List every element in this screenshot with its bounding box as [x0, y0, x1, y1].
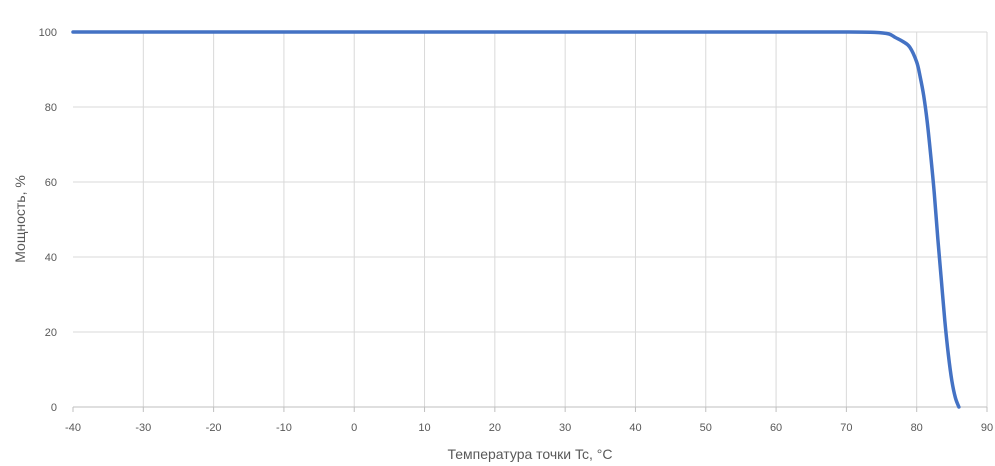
x-tick-label: -20 — [206, 422, 222, 434]
y-tick-label: 0 — [51, 402, 57, 414]
tick-labels: -40 -30 -20 -10 0 10 20 30 40 50 60 70 80 90 0 20 40 60 80… — [39, 27, 993, 434]
x-tick-label: 80 — [911, 422, 923, 434]
y-tick-label: 60 — [45, 177, 57, 189]
y-axis-title: Мощность, % — [12, 175, 28, 263]
y-tick-label: 20 — [45, 327, 57, 339]
x-tick-label: 30 — [559, 422, 571, 434]
axes — [72, 406, 988, 412]
y-tick-label: 40 — [45, 252, 57, 264]
gridlines — [73, 31, 988, 407]
x-tick-label: 20 — [489, 422, 501, 434]
x-tick-label: -40 — [65, 422, 81, 434]
x-tick-label: 60 — [770, 422, 782, 434]
x-tick-label: 90 — [981, 422, 993, 434]
x-tick-label: 40 — [629, 422, 641, 434]
x-tick-label: -30 — [135, 422, 151, 434]
x-axis-title: Температура точки Tc, °C — [447, 446, 612, 462]
series-layer — [71, 30, 961, 409]
x-tick-label: 10 — [418, 422, 430, 434]
x-tick-label: 0 — [351, 422, 357, 434]
y-tick-label: 80 — [45, 102, 57, 114]
y-tick-label: 100 — [39, 27, 57, 39]
x-tick-label: 50 — [700, 422, 712, 434]
x-tick-label: -10 — [276, 422, 292, 434]
series-line — [71, 30, 961, 409]
x-tick-label: 70 — [840, 422, 852, 434]
